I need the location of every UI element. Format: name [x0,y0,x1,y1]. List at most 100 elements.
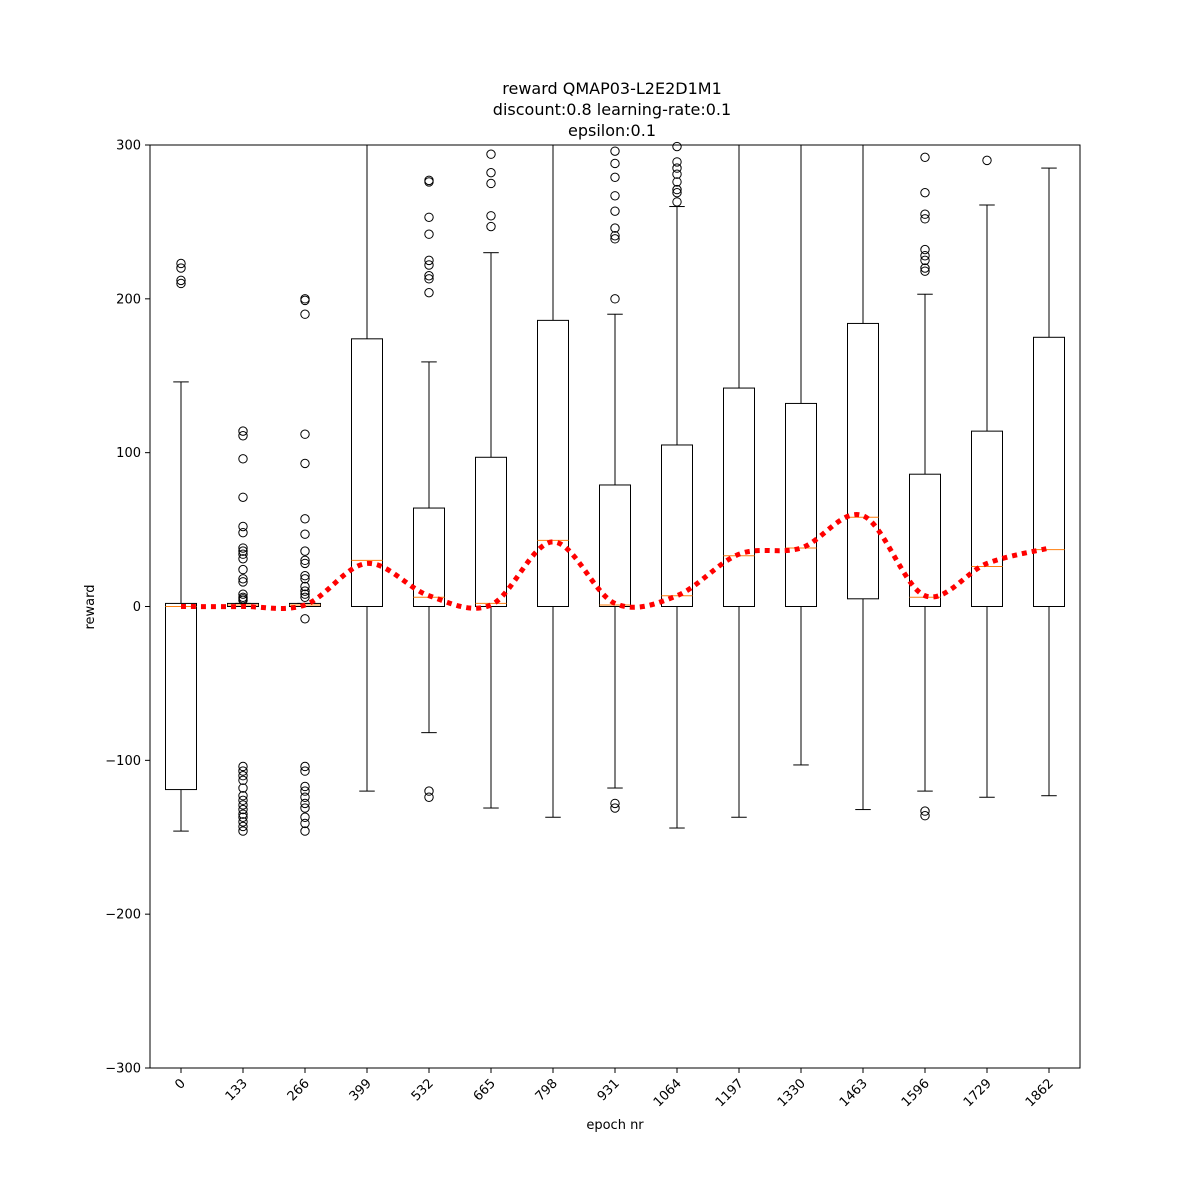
outlier-point [920,811,930,821]
outlier-point [424,786,434,796]
outlier-point [672,169,682,179]
y-tick-label: 100 [116,446,141,461]
x-tick-label: 133 [223,1076,251,1104]
outlier-point [610,223,620,233]
outlier-point [238,791,248,801]
box-body [971,430,1003,607]
outlier-point [424,274,434,284]
outlier-point [610,294,620,304]
outlier-point [238,766,248,776]
outlier-point [300,571,310,581]
outlier-point [920,255,930,266]
outlier-point [176,258,186,269]
outlier-point [300,458,310,469]
chart-title-line-1: reward QMAP03-L2E2D1M1 [502,79,722,98]
box-body [475,456,507,608]
outlier-point [920,806,930,816]
outlier-point [920,263,930,273]
box-body [351,338,383,607]
outlier-point [300,818,310,829]
outlier-point [424,792,434,802]
outlier-point [300,555,310,566]
outlier-point [920,209,930,219]
outlier-point [672,157,682,167]
outlier-point [610,231,620,241]
outlier-point [300,592,310,602]
outlier-point [424,287,434,298]
outlier-point [610,191,620,201]
outlier-point [672,197,682,207]
outlier-point [238,492,248,502]
outlier-point [610,206,620,216]
outlier-point [300,558,310,569]
outlier-point [238,800,248,810]
outlier-point [424,271,434,281]
outlier-point [238,549,248,559]
outlier-point [238,809,248,819]
outlier-point [300,309,310,319]
outlier-point [300,574,310,584]
outlier-point [238,817,248,827]
outlier-point [300,529,310,539]
box-body [785,402,817,607]
y-tick-label: 300 [116,139,141,154]
x-tick-label: 1862 [1023,1076,1057,1110]
outlier-point [238,527,248,538]
box-body [847,322,879,600]
box-body [165,602,197,791]
outlier-point [300,614,310,624]
outlier-point [238,771,248,781]
chart-title-line-2: discount:0.8 learning-rate:0.1 [493,100,731,119]
plot-area: −300 −200 −100 0 100 200 300 0 133 266 399 532 665 79… [105,139,1081,1110]
x-tick-label: 1729 [961,1076,995,1110]
y-axis-label: reward [83,584,98,629]
outlier-point [920,251,930,261]
outlier-point [672,163,682,173]
outlier-point [672,177,682,187]
x-tick-label: 399 [347,1076,375,1104]
outlier-point [424,229,434,239]
outlier-point [300,581,310,592]
outlier-point [238,454,248,464]
outlier-point [300,798,310,809]
outlier-point [920,152,930,163]
outlier-point [176,275,186,286]
x-tick-label: 931 [595,1076,623,1104]
outlier-point [238,546,248,556]
x-tick-label: 1463 [837,1076,871,1110]
outlier-point [176,263,186,273]
box-body [537,319,569,607]
outlier-point [300,826,310,836]
outlier-point [238,589,248,599]
outlier-point [982,155,992,166]
outlier-point [300,792,310,802]
y-tick-label: 0 [133,600,141,615]
y-tick-label: −100 [105,754,141,769]
x-tick-label: 1197 [713,1076,747,1110]
x-tick-label: 0 [172,1076,188,1092]
x-tick-label: 1064 [651,1076,685,1110]
outlier-point [610,798,620,809]
outlier-point [300,766,310,776]
y-tick-label: −200 [105,908,141,923]
x-tick-label: 1596 [899,1076,933,1110]
outlier-point [672,184,682,195]
outlier-point [424,255,434,266]
box-body [723,387,755,607]
box-body [413,507,445,607]
mean-curve [180,512,1050,611]
outlier-point [920,244,930,255]
outlier-point [176,278,186,289]
outlier-point [238,543,248,553]
outlier-point [238,554,248,564]
outlier-point [610,172,620,183]
outlier-point [238,795,248,806]
box-body [599,484,631,608]
outlier-point [486,167,496,178]
outlier-point [238,826,248,836]
outlier-point [238,574,248,584]
outlier-point [920,214,930,224]
outlier-point [238,577,248,587]
outlier-point [300,803,310,813]
